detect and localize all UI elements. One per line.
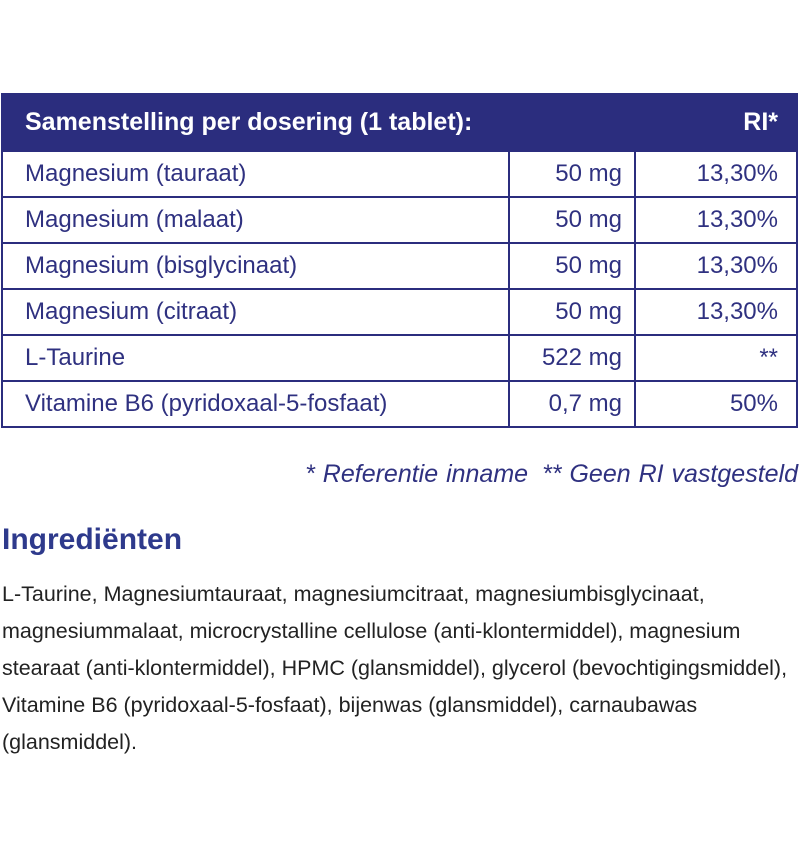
footnotes: * Referentie inname ** Geen RI vastgestel…	[305, 460, 798, 489]
cell-amt: 522 mg	[508, 334, 636, 382]
cell-name: Magnesium (malaat)	[1, 196, 510, 244]
footnote: * Referentie inname	[305, 460, 529, 488]
cell-name: L-Taurine	[1, 334, 510, 382]
footnote: ** Geen RI vastgesteld	[542, 460, 798, 488]
cell-name: Magnesium (tauraat)	[1, 150, 510, 198]
table-row: Magnesium (tauraat) 50 mg 13,30%	[1, 150, 798, 198]
cell-name: Magnesium (bisglycinaat)	[1, 242, 510, 290]
table-row: Magnesium (bisglycinaat) 50 mg 13,30%	[1, 242, 798, 290]
cell-amt: 50 mg	[508, 288, 636, 336]
header-row: Samenstelling per dosering (1 tablet): R…	[1, 93, 798, 152]
table-row: Vitamine B6 (pyridoxaal-5-fosfaat) 0,7 mg…	[1, 380, 798, 428]
table-row: Magnesium (citraat) 50 mg 13,30%	[1, 288, 798, 336]
cell-pct: 13,30%	[634, 150, 798, 198]
cell-name: Magnesium (citraat)	[1, 288, 510, 336]
ri-header: RI*	[634, 93, 798, 152]
ingredients-text: L-Taurine, Magnesiumtauraat, magnesiumci…	[2, 582, 788, 754]
composition-table: Samenstelling per dosering (1 tablet): R…	[1, 93, 798, 428]
table-title: Samenstelling per dosering (1 tablet):	[1, 93, 636, 152]
cell-pct: 13,30%	[634, 242, 798, 290]
cell-amt: 0,7 mg	[508, 380, 636, 428]
cell-name: Vitamine B6 (pyridoxaal-5-fosfaat)	[1, 380, 510, 428]
cell-amt: 50 mg	[508, 242, 636, 290]
table-body: Magnesium (tauraat) 50 mg 13,30% Magnesium …	[1, 150, 798, 428]
cell-amt: 50 mg	[508, 150, 636, 198]
table-row: Magnesium (malaat) 50 mg 13,30%	[1, 196, 798, 244]
cell-pct: 13,30%	[634, 196, 798, 244]
cell-pct: **	[634, 334, 798, 382]
table-row: L-Taurine 522 mg **	[1, 334, 798, 382]
cell-pct: 50%	[634, 380, 798, 428]
cell-pct: 13,30%	[634, 288, 798, 336]
ingredients-title: Ingrediënten	[2, 523, 183, 556]
cell-amt: 50 mg	[508, 196, 636, 244]
